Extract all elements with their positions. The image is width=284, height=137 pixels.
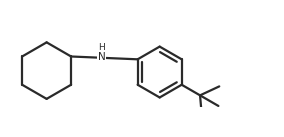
Text: H: H bbox=[98, 43, 105, 52]
Text: N: N bbox=[98, 52, 106, 62]
